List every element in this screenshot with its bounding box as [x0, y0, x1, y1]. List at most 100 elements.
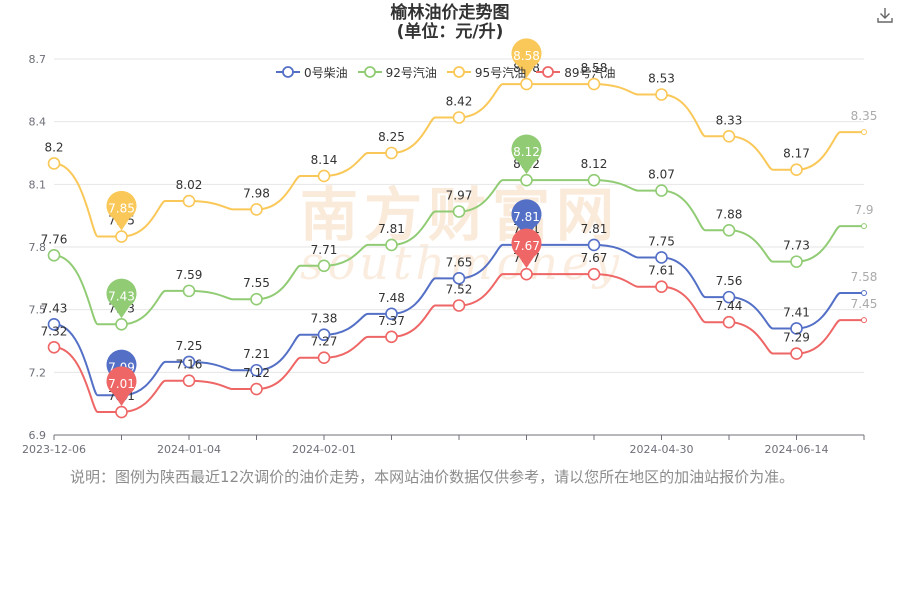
series-0-data-label: 7.48	[378, 291, 405, 305]
series-3-point	[47, 340, 61, 354]
series-2-data-label: 8.42	[446, 94, 473, 108]
series-3-point	[115, 405, 128, 419]
legend-item-2[interactable]: 95号汽油	[446, 64, 527, 81]
series-3-point	[861, 317, 867, 324]
series-3-point	[182, 374, 196, 387]
series-3-data-label: 7.44	[716, 299, 743, 313]
series-2-data-label: 8.02	[176, 178, 203, 192]
series-0-data-label: 7.81	[581, 222, 608, 236]
legend-item-1[interactable]: 92号汽油	[357, 64, 437, 81]
series-1-data-label: 7.76	[41, 232, 68, 246]
series-2-data-label: 8.14	[311, 153, 338, 167]
series-2-point	[182, 194, 196, 208]
series-3-min-pin	[106, 366, 137, 407]
series-2-point	[587, 77, 601, 91]
series-0-data-label: 7.43	[41, 301, 68, 315]
series-1-data-label: 7.97	[446, 188, 473, 202]
legend-marker-icon	[446, 66, 471, 78]
series-1-point	[722, 223, 736, 237]
series-1-point	[317, 259, 331, 273]
series-0-data-label: 7.38	[311, 312, 338, 326]
series-3-data-label: 7.32	[41, 324, 68, 338]
series-3-data-label: 7.45	[851, 297, 878, 311]
y-tick-label: 7.8	[29, 241, 47, 254]
series-3-data-label: 7.52	[446, 282, 473, 296]
series-1-point	[861, 223, 867, 230]
legend-label: 0号柴油	[304, 65, 348, 80]
chart-legend: 0号柴油 92号汽油 95号汽油 89号汽油	[276, 63, 615, 81]
series-0-point	[250, 363, 263, 377]
series-3-data-label: 7.27	[311, 335, 338, 349]
series-0-point	[385, 307, 398, 321]
series-2-point	[115, 230, 128, 243]
series-1-point	[655, 184, 668, 197]
legend-label: 95号汽油	[474, 65, 527, 80]
series-2-point	[520, 77, 533, 91]
chart-title: 榆林油价走势图 (单位：元/升)	[0, 4, 900, 42]
series-2-point	[722, 129, 736, 143]
series-2-data-label: 7.98	[243, 186, 270, 200]
series-2-point	[790, 163, 803, 177]
series-0-data-label: 7.25	[176, 339, 203, 353]
series-2-point	[385, 146, 398, 160]
series-2-data-label: 8.17	[783, 147, 810, 161]
series-2-point	[655, 88, 668, 101]
series-2-point	[317, 169, 331, 183]
series-0-point	[182, 355, 196, 369]
series-1-point	[790, 255, 803, 268]
series-2-data-label: 8.2	[44, 140, 63, 154]
x-tick-label: 2024-02-01	[292, 443, 356, 456]
series-1-max-pin	[511, 134, 542, 175]
download-icon[interactable]	[876, 6, 894, 24]
series-0-data-label: 7.58	[851, 270, 878, 284]
series-3-point	[520, 267, 533, 281]
legend-marker-icon	[276, 66, 300, 78]
series-0-data-label: 7.56	[716, 274, 743, 288]
series-2-data-label: 8.35	[851, 109, 878, 123]
series-3-point	[385, 330, 398, 344]
series-0-point	[722, 290, 736, 304]
series-3-max-pin	[511, 228, 542, 269]
series-1-data-label: 7.9	[854, 203, 873, 217]
series-2-point	[452, 111, 466, 124]
x-tick-label: 2024-04-30	[630, 443, 694, 456]
series-3-point	[250, 382, 263, 396]
series-1-point	[250, 292, 263, 306]
series-0-point	[317, 328, 331, 342]
series-3-data-label: 7.29	[783, 331, 810, 345]
series-2-max-pin-label: 8.58	[513, 49, 540, 63]
series-3-point	[790, 347, 803, 360]
series-0-point	[790, 322, 803, 335]
series-0-data-label: 7.65	[446, 255, 473, 269]
series-2-point	[861, 129, 867, 136]
series-0-max-pin-label: 7.81	[513, 210, 540, 224]
series-1-data-label: 7.73	[783, 239, 810, 253]
legend-item-3[interactable]: 89号汽油	[536, 64, 615, 81]
series-3-point	[452, 299, 466, 312]
series-0-point	[655, 251, 668, 264]
series-1-data-label: 7.55	[243, 276, 270, 290]
series-1-data-label: 7.81	[378, 222, 405, 236]
series-2-data-label: 8.33	[716, 113, 743, 127]
x-tick-label: 2024-01-04	[157, 443, 221, 456]
series-1-point	[452, 205, 466, 218]
series-1-data-label: 7.59	[176, 268, 203, 282]
series-2-max-pin	[511, 38, 542, 79]
chart-title-unit: (单位：元/升)	[396, 22, 504, 42]
series-3-data-label: 7.61	[648, 264, 675, 278]
series-2-data-label: 8.53	[648, 72, 675, 86]
series-2-min-pin-label: 7.85	[108, 202, 135, 216]
legend-item-0[interactable]: 0号柴油	[276, 64, 348, 81]
series-1-point	[182, 284, 196, 298]
series-3-point	[655, 280, 668, 293]
y-tick-label: 7.2	[29, 366, 47, 379]
y-tick-label: 7.5	[29, 304, 47, 317]
series-1-min-pin-label: 7.43	[108, 289, 135, 303]
series-1-data-label: 7.71	[311, 243, 338, 257]
series-0-data-label: 7.75	[648, 234, 675, 248]
series-3-data-label: 7.37	[378, 314, 405, 328]
series-1-data-label: 8.12	[581, 157, 608, 171]
series-3-data-label: 7.16	[176, 358, 203, 372]
series-0-data-label: 7.21	[243, 347, 270, 361]
